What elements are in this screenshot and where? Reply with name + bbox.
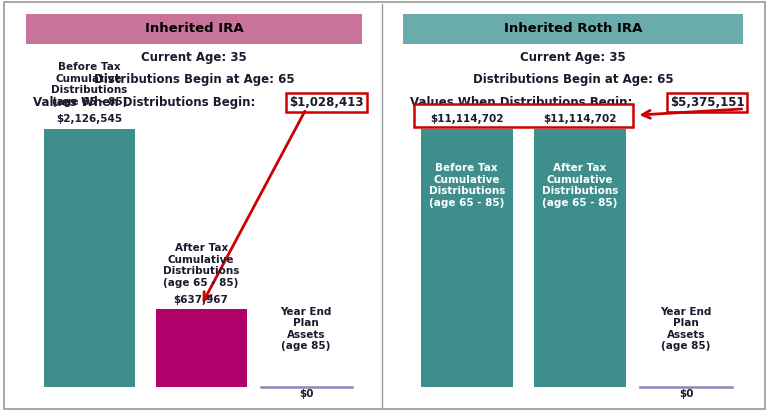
Text: $11,114,702: $11,114,702 <box>543 114 617 124</box>
Text: Current Age: 35: Current Age: 35 <box>141 51 247 64</box>
Bar <box>421 129 513 387</box>
Text: $5,375,151: $5,375,151 <box>670 96 744 109</box>
Text: Distributions Begin at Age: 65: Distributions Begin at Age: 65 <box>473 73 673 86</box>
Text: Year End
Plan
Assets
(age 85): Year End Plan Assets (age 85) <box>661 307 712 351</box>
Text: $1,028,413: $1,028,413 <box>289 96 364 109</box>
Text: Year End
Plan
Assets
(age 85): Year End Plan Assets (age 85) <box>281 307 332 351</box>
Text: Distributions Begin at Age: 65: Distributions Begin at Age: 65 <box>94 73 295 86</box>
Text: $0: $0 <box>299 389 314 399</box>
Text: $11,114,702: $11,114,702 <box>543 114 617 124</box>
Text: $0: $0 <box>679 389 694 399</box>
Text: $11,114,702: $11,114,702 <box>430 114 504 124</box>
Text: After Tax
Cumulative
Distributions
(age 65 - 85): After Tax Cumulative Distributions (age … <box>542 163 618 208</box>
Bar <box>414 104 633 127</box>
Bar <box>403 14 743 44</box>
Bar <box>534 129 626 387</box>
Text: Current Age: 35: Current Age: 35 <box>520 51 626 64</box>
Bar <box>155 309 247 387</box>
Text: Values When Distributions Begin:: Values When Distributions Begin: <box>410 96 633 109</box>
Text: Before Tax
Cumulative
Distributions
(age 65 - 85): Before Tax Cumulative Distributions (age… <box>51 62 128 107</box>
Text: Before Tax
Cumulative
Distributions
(age 65 - 85): Before Tax Cumulative Distributions (age… <box>428 163 505 208</box>
Text: Inherited Roth IRA: Inherited Roth IRA <box>504 23 642 35</box>
Text: $11,114,702: $11,114,702 <box>430 114 504 124</box>
Text: Inherited IRA: Inherited IRA <box>145 23 244 35</box>
Text: $2,126,545: $2,126,545 <box>56 114 122 124</box>
Text: Values When Distributions Begin:: Values When Distributions Begin: <box>33 96 255 109</box>
Bar <box>26 14 362 44</box>
Bar <box>44 129 135 387</box>
Text: $637,967: $637,967 <box>174 295 228 305</box>
Text: After Tax
Cumulative
Distributions
(age 65 - 85): After Tax Cumulative Distributions (age … <box>163 243 239 288</box>
